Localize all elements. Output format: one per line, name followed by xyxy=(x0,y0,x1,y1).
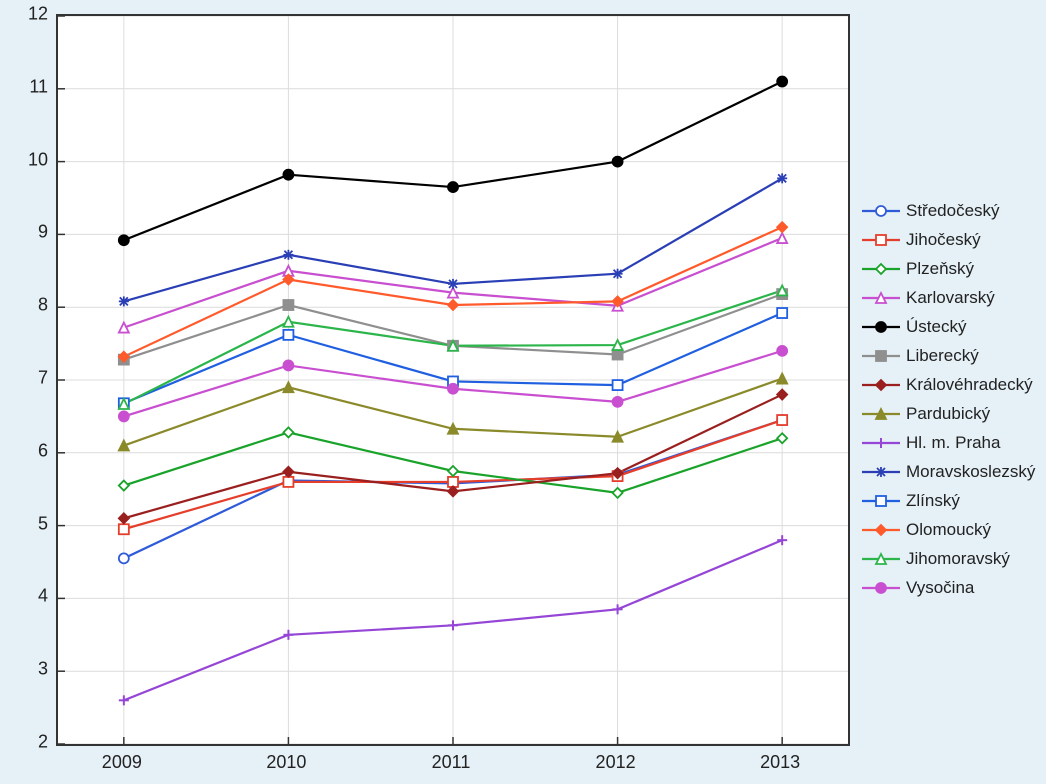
legend-item: Středočeský xyxy=(862,196,1038,225)
y-tick-label: 4 xyxy=(4,586,48,607)
legend-item: Jihočeský xyxy=(862,225,1038,254)
legend-swatch xyxy=(862,231,900,249)
legend-label: Olomoucký xyxy=(906,520,991,540)
legend-label: Karlovarský xyxy=(906,288,995,308)
legend-swatch xyxy=(862,550,900,568)
legend-item: Královéhradecký xyxy=(862,370,1038,399)
legend-swatch xyxy=(862,347,900,365)
legend-item: Plzeňský xyxy=(862,254,1038,283)
y-tick-label: 7 xyxy=(4,368,48,389)
x-tick-label: 2013 xyxy=(760,752,800,773)
legend-swatch xyxy=(862,289,900,307)
legend-swatch xyxy=(862,260,900,278)
legend-item: Liberecký xyxy=(862,341,1038,370)
legend-label: Zlínský xyxy=(906,491,960,511)
legend-label: Ústecký xyxy=(906,317,966,337)
legend-swatch xyxy=(862,521,900,539)
legend-item: Olomoucký xyxy=(862,515,1038,544)
y-tick-label: 11 xyxy=(4,76,48,97)
y-tick-label: 3 xyxy=(4,659,48,680)
chart-svg xyxy=(58,16,848,744)
legend-item: Moravskoslezský xyxy=(862,457,1038,486)
legend-swatch xyxy=(862,376,900,394)
legend-item: Karlovarský xyxy=(862,283,1038,312)
y-tick-label: 8 xyxy=(4,295,48,316)
legend: Středočeský Jihočeský Plzeňský Karlovarský Ú… xyxy=(862,196,1038,602)
x-tick-label: 2009 xyxy=(102,752,142,773)
legend-swatch xyxy=(862,318,900,336)
legend-label: Liberecký xyxy=(906,346,979,366)
legend-swatch xyxy=(862,463,900,481)
legend-label: Pardubický xyxy=(906,404,990,424)
chart-container: 2 3 4 5 6 7 8 9 10 11 12 2009 2010 2011 2012 2013 Stře… xyxy=(0,0,1046,784)
legend-label: Vysočina xyxy=(906,578,974,598)
legend-label: Jihomoravský xyxy=(906,549,1010,569)
y-tick-label: 2 xyxy=(4,732,48,753)
x-tick-label: 2010 xyxy=(266,752,306,773)
legend-label: Královéhradecký xyxy=(906,375,1033,395)
legend-label: Plzeňský xyxy=(906,259,974,279)
y-tick-label: 5 xyxy=(4,513,48,534)
x-tick-label: 2011 xyxy=(432,752,471,773)
legend-label: Jihočeský xyxy=(906,230,981,250)
y-tick-label: 6 xyxy=(4,440,48,461)
legend-item: Hl. m. Praha xyxy=(862,428,1038,457)
legend-label: Hl. m. Praha xyxy=(906,433,1000,453)
legend-item: Zlínský xyxy=(862,486,1038,515)
legend-swatch xyxy=(862,492,900,510)
y-tick-label: 12 xyxy=(4,4,48,25)
x-tick-label: 2012 xyxy=(596,752,636,773)
legend-swatch xyxy=(862,202,900,220)
legend-label: Středočeský xyxy=(906,201,1000,221)
y-tick-label: 10 xyxy=(4,149,48,170)
y-tick-label: 9 xyxy=(4,222,48,243)
legend-swatch xyxy=(862,434,900,452)
legend-label: Moravskoslezský xyxy=(906,462,1035,482)
legend-item: Pardubický xyxy=(862,399,1038,428)
legend-item: Vysočina xyxy=(862,573,1038,602)
legend-item: Jihomoravský xyxy=(862,544,1038,573)
legend-item: Ústecký xyxy=(862,312,1038,341)
legend-swatch xyxy=(862,405,900,423)
plot-area xyxy=(56,14,850,746)
legend-swatch xyxy=(862,579,900,597)
